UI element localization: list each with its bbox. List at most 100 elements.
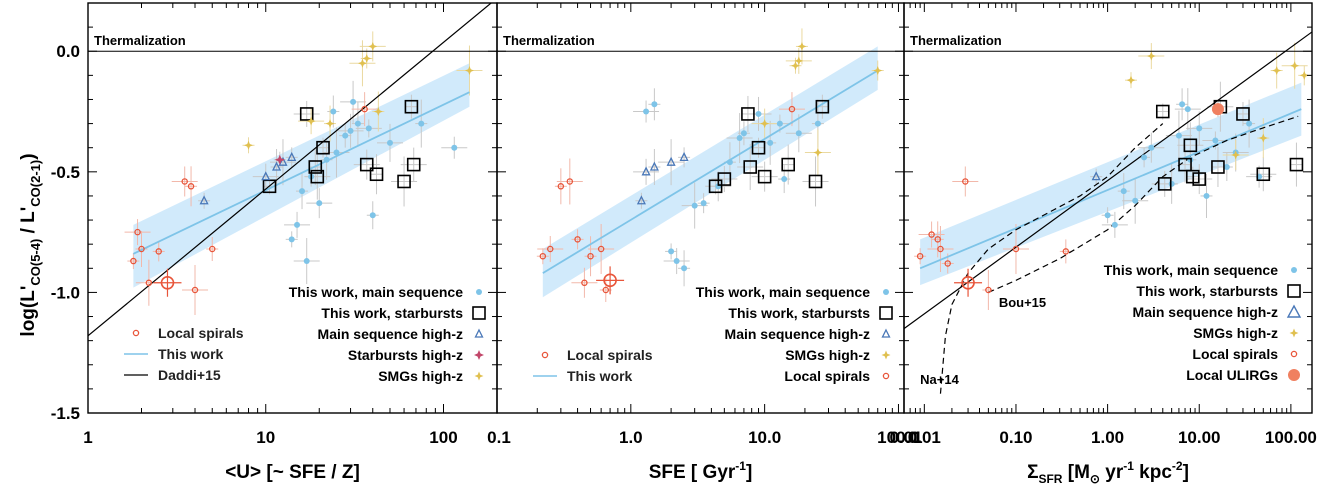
point-ms: [1203, 192, 1210, 199]
point-ms: [681, 265, 688, 272]
point-ms: [643, 108, 650, 115]
legend-right: This work, main sequence This work, starb…: [696, 284, 893, 384]
point-smg: [794, 56, 804, 66]
point-ls: [581, 279, 588, 287]
y-axis-label-end: ): [18, 153, 39, 159]
y-axis-label: log(L'CO(5-4) / L'CO(2-1)): [18, 153, 43, 336]
panel-plot-area: [904, 31, 1312, 394]
x-axis-label: SFE [ Gyr-1]: [649, 459, 753, 483]
point-ms: [691, 202, 698, 209]
point-ms: [1212, 137, 1219, 144]
point-sb: [369, 167, 384, 182]
point-ls: [934, 236, 941, 243]
point-mshz: [636, 195, 646, 205]
x-axis-label-mid3: kpc: [1134, 462, 1172, 483]
x-tick-label-first: 0.1: [487, 428, 511, 447]
legend-marker-ms: [1291, 267, 1297, 273]
point-sb: [1155, 104, 1170, 119]
point-smg: [1272, 66, 1282, 76]
point-mshz: [278, 156, 288, 166]
point-ls: [191, 286, 199, 294]
legend-marker-mshz: [881, 328, 891, 338]
point-ms: [668, 248, 675, 255]
point-sb: [308, 160, 323, 174]
legend-label: Local spirals: [158, 325, 244, 341]
legend-marker-ms: [883, 289, 889, 295]
point-mshz: [271, 161, 282, 171]
x-tick-label: 10: [256, 428, 275, 447]
x-axis-label-sub: SFR: [1038, 472, 1062, 486]
point-ls: [187, 183, 195, 190]
point-ms: [1184, 106, 1191, 113]
point-ms: [1132, 197, 1139, 204]
point-ls_mean: [160, 275, 175, 290]
x-tick-label: 10.00: [1178, 428, 1221, 447]
point-ms: [350, 98, 357, 105]
chart-panels: Thermalization 1 10 100 0.0 -0.5 -1.0 -1.5 <U> […: [51, 2, 1317, 486]
point-ms: [294, 221, 301, 228]
point-ms: [299, 188, 306, 195]
point-ulirg: [1211, 103, 1224, 116]
point-sb: [1183, 138, 1198, 153]
x-axis-label-end: ]: [746, 462, 752, 483]
x-axis-label-main: <U> [~ SFE / Z]: [225, 462, 360, 483]
point-ms: [451, 144, 458, 151]
point-sb: [397, 174, 411, 189]
legend-marker-sb: [879, 306, 893, 320]
point-smg: [362, 53, 372, 63]
y-tick-label: -1.0: [51, 283, 80, 302]
legend-label: Main sequence high-z: [1133, 304, 1278, 320]
point-smg: [760, 119, 770, 129]
point-ms: [776, 120, 783, 127]
x-axis-label-main: Σ: [1027, 462, 1038, 483]
point-ms: [1104, 212, 1111, 219]
legend-marker-sb: [472, 306, 486, 320]
point-sb: [743, 160, 758, 174]
point-ms: [354, 120, 361, 127]
y-axis-label-mid: / L': [18, 207, 39, 239]
legend-left: Local spirals This work Daddi+15: [124, 325, 244, 383]
point-sb: [1178, 157, 1192, 172]
point-mshz: [649, 161, 659, 171]
legend-marker-mshz: [474, 328, 484, 338]
legend-label: SMGs high-z: [1193, 325, 1278, 341]
point-ls: [557, 183, 565, 190]
x-tick-label: 10.0: [748, 428, 781, 447]
point-ms: [755, 110, 762, 117]
point-ms: [673, 258, 680, 265]
legend-label: Starbursts high-z: [348, 347, 463, 363]
point-smg: [306, 116, 316, 126]
point-sb: [404, 99, 419, 114]
point-ms: [1141, 154, 1148, 161]
point-ms: [333, 149, 340, 156]
annotation-bou-15: Bou+15: [999, 295, 1046, 310]
legend-label: This work, starbursts: [728, 305, 870, 321]
point-ms: [316, 200, 323, 207]
point-ls: [138, 245, 145, 253]
point-sb: [1192, 172, 1207, 186]
point-ms: [1168, 180, 1175, 187]
point-ls: [539, 252, 547, 260]
legend-label: This work, main sequence: [1104, 262, 1278, 278]
point-ms: [386, 139, 393, 146]
point-sb: [757, 169, 772, 184]
point-mshz: [679, 151, 689, 162]
point-sb: [1211, 160, 1225, 174]
point-smg: [464, 66, 474, 76]
x-axis-label-sub2: ⊙: [1090, 472, 1100, 486]
y-tick-label: -0.5: [51, 163, 80, 182]
point-ls_mean: [961, 275, 975, 290]
point-ms: [700, 200, 707, 207]
annotation-na-14: Na+14: [920, 372, 959, 387]
point-ms: [651, 101, 658, 108]
x-axis-label: <U> [~ SFE / Z]: [225, 462, 360, 483]
point-smg: [1299, 70, 1309, 80]
point-ms: [1246, 120, 1253, 127]
x-axis-label-sup: -1: [1123, 459, 1134, 473]
point-sb: [815, 99, 830, 114]
x-tick-label-first: 0.01: [889, 428, 922, 447]
legend-marker-ulirg: [1288, 369, 1300, 381]
point-ms: [814, 120, 821, 127]
legend-label: This work, starbursts: [321, 305, 463, 321]
point-ls: [134, 228, 141, 236]
